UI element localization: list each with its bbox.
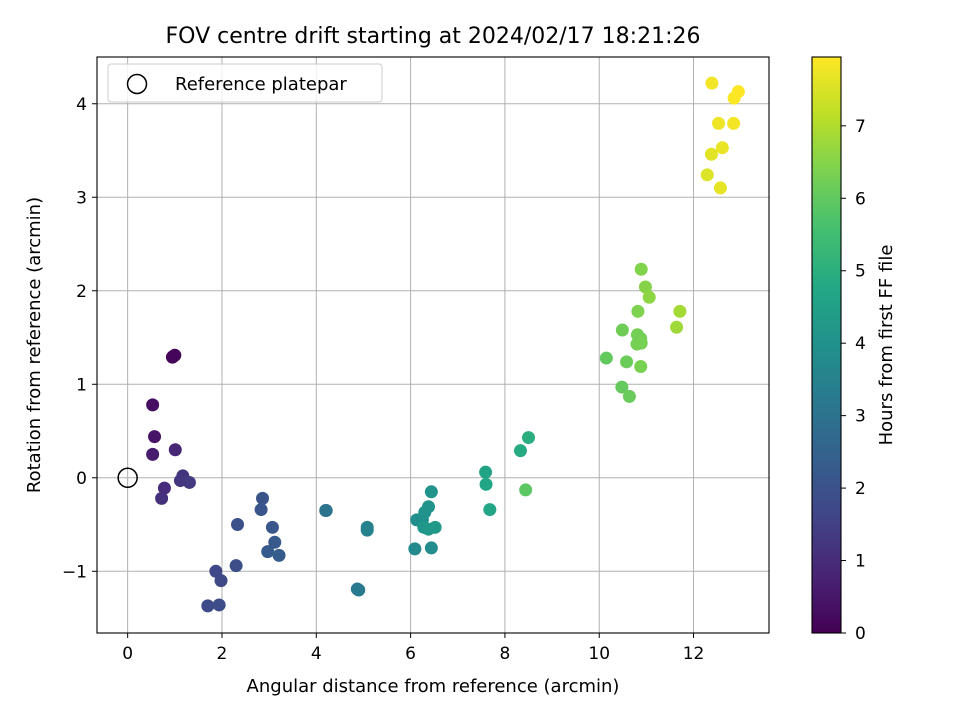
y-tick-label: 2 <box>76 282 87 302</box>
colorbar-tick-label: 0 <box>855 624 866 644</box>
data-point <box>705 76 719 90</box>
data-point <box>422 500 436 514</box>
data-point <box>731 85 745 99</box>
x-tick-label: 4 <box>311 644 322 664</box>
colorbar-tick-label: 4 <box>855 334 866 354</box>
data-point <box>620 355 634 369</box>
data-point <box>166 349 180 363</box>
data-point <box>261 545 275 559</box>
data-point <box>634 336 648 350</box>
data-point <box>631 304 645 318</box>
data-point <box>713 181 727 195</box>
data-point <box>704 147 718 161</box>
data-point <box>599 351 613 365</box>
y-tick-label: 4 <box>76 95 87 115</box>
colorbar-label: Hours from first FF file <box>876 245 897 446</box>
x-tick-label: 2 <box>217 644 228 664</box>
data-point <box>408 542 422 556</box>
reference-platepar-marker <box>117 467 138 489</box>
colorbar-tick-label: 1 <box>855 552 866 572</box>
data-point <box>615 323 629 337</box>
y-tick-label: 0 <box>76 469 87 489</box>
data-point <box>521 431 535 445</box>
data-point <box>712 116 726 130</box>
legend-box <box>107 63 383 103</box>
x-tick-label: 12 <box>683 644 705 664</box>
data-point <box>146 447 160 461</box>
data-point <box>670 320 684 334</box>
data-point <box>424 485 438 499</box>
x-tick-label: 6 <box>405 644 416 664</box>
data-point <box>715 141 729 155</box>
data-point <box>634 360 648 374</box>
colorbar: 0 1 2 3 4 5 6 7 Hours from first FF file <box>811 56 897 644</box>
data-point <box>479 465 493 479</box>
data-point <box>673 304 687 318</box>
data-point <box>265 520 279 534</box>
colorbar-tick-label: 6 <box>855 189 866 209</box>
data-point <box>634 262 648 276</box>
x-tick-label: 0 <box>122 644 133 664</box>
data-point <box>642 290 656 304</box>
data-point <box>231 518 245 532</box>
data-point <box>622 389 636 403</box>
y-tick-label: 1 <box>76 375 87 395</box>
data-point <box>256 491 270 505</box>
data-point <box>272 548 286 562</box>
chart-title: FOV centre drift starting at 2024/02/17 … <box>166 24 701 49</box>
data-point <box>513 444 527 458</box>
data-point <box>479 477 493 491</box>
data-point <box>352 583 366 597</box>
data-point <box>155 491 169 505</box>
legend: Reference platepar <box>107 63 383 103</box>
legend-marker <box>126 73 148 95</box>
data-point <box>319 504 333 518</box>
data-point <box>214 574 228 588</box>
legend-entry-reference-platepar: Reference platepar <box>175 74 347 95</box>
data-point <box>700 168 714 182</box>
data-point <box>424 541 438 555</box>
scatter-points <box>146 76 745 613</box>
data-point <box>182 475 196 489</box>
data-point <box>157 481 171 495</box>
data-point <box>201 599 215 613</box>
data-point <box>727 116 741 130</box>
colorbar-frame <box>811 56 842 634</box>
data-point <box>268 535 282 549</box>
data-point <box>168 443 182 457</box>
data-point <box>428 520 442 534</box>
colorbar-tick-label: 3 <box>855 407 866 427</box>
data-point <box>483 503 497 517</box>
data-point <box>615 380 629 394</box>
x-axis-label: Angular distance from reference (arcmin) <box>247 676 620 697</box>
data-point <box>360 523 374 537</box>
x-tick-label: 8 <box>500 644 511 664</box>
y-axis-label: Rotation from reference (arcmin) <box>24 197 45 493</box>
data-point <box>212 598 226 612</box>
data-point <box>146 398 160 412</box>
data-point <box>519 483 533 497</box>
grid <box>97 57 769 633</box>
data-point <box>148 430 162 444</box>
plot-frame <box>96 56 770 634</box>
y-tick-label: −1 <box>62 562 87 582</box>
data-point <box>229 559 243 573</box>
x-tick-label: 10 <box>588 644 610 664</box>
colorbar-gradient <box>812 57 841 633</box>
data-point <box>254 503 268 517</box>
data-point <box>638 280 652 294</box>
plot-background <box>97 57 769 633</box>
colorbar-tick-label: 2 <box>855 479 866 499</box>
colorbar-tick-label: 7 <box>855 117 866 137</box>
colorbar-tick-label: 5 <box>855 262 866 282</box>
colorbar-ticks: 0 1 2 3 4 5 6 7 <box>841 117 866 644</box>
y-tick-label: 3 <box>76 188 87 208</box>
